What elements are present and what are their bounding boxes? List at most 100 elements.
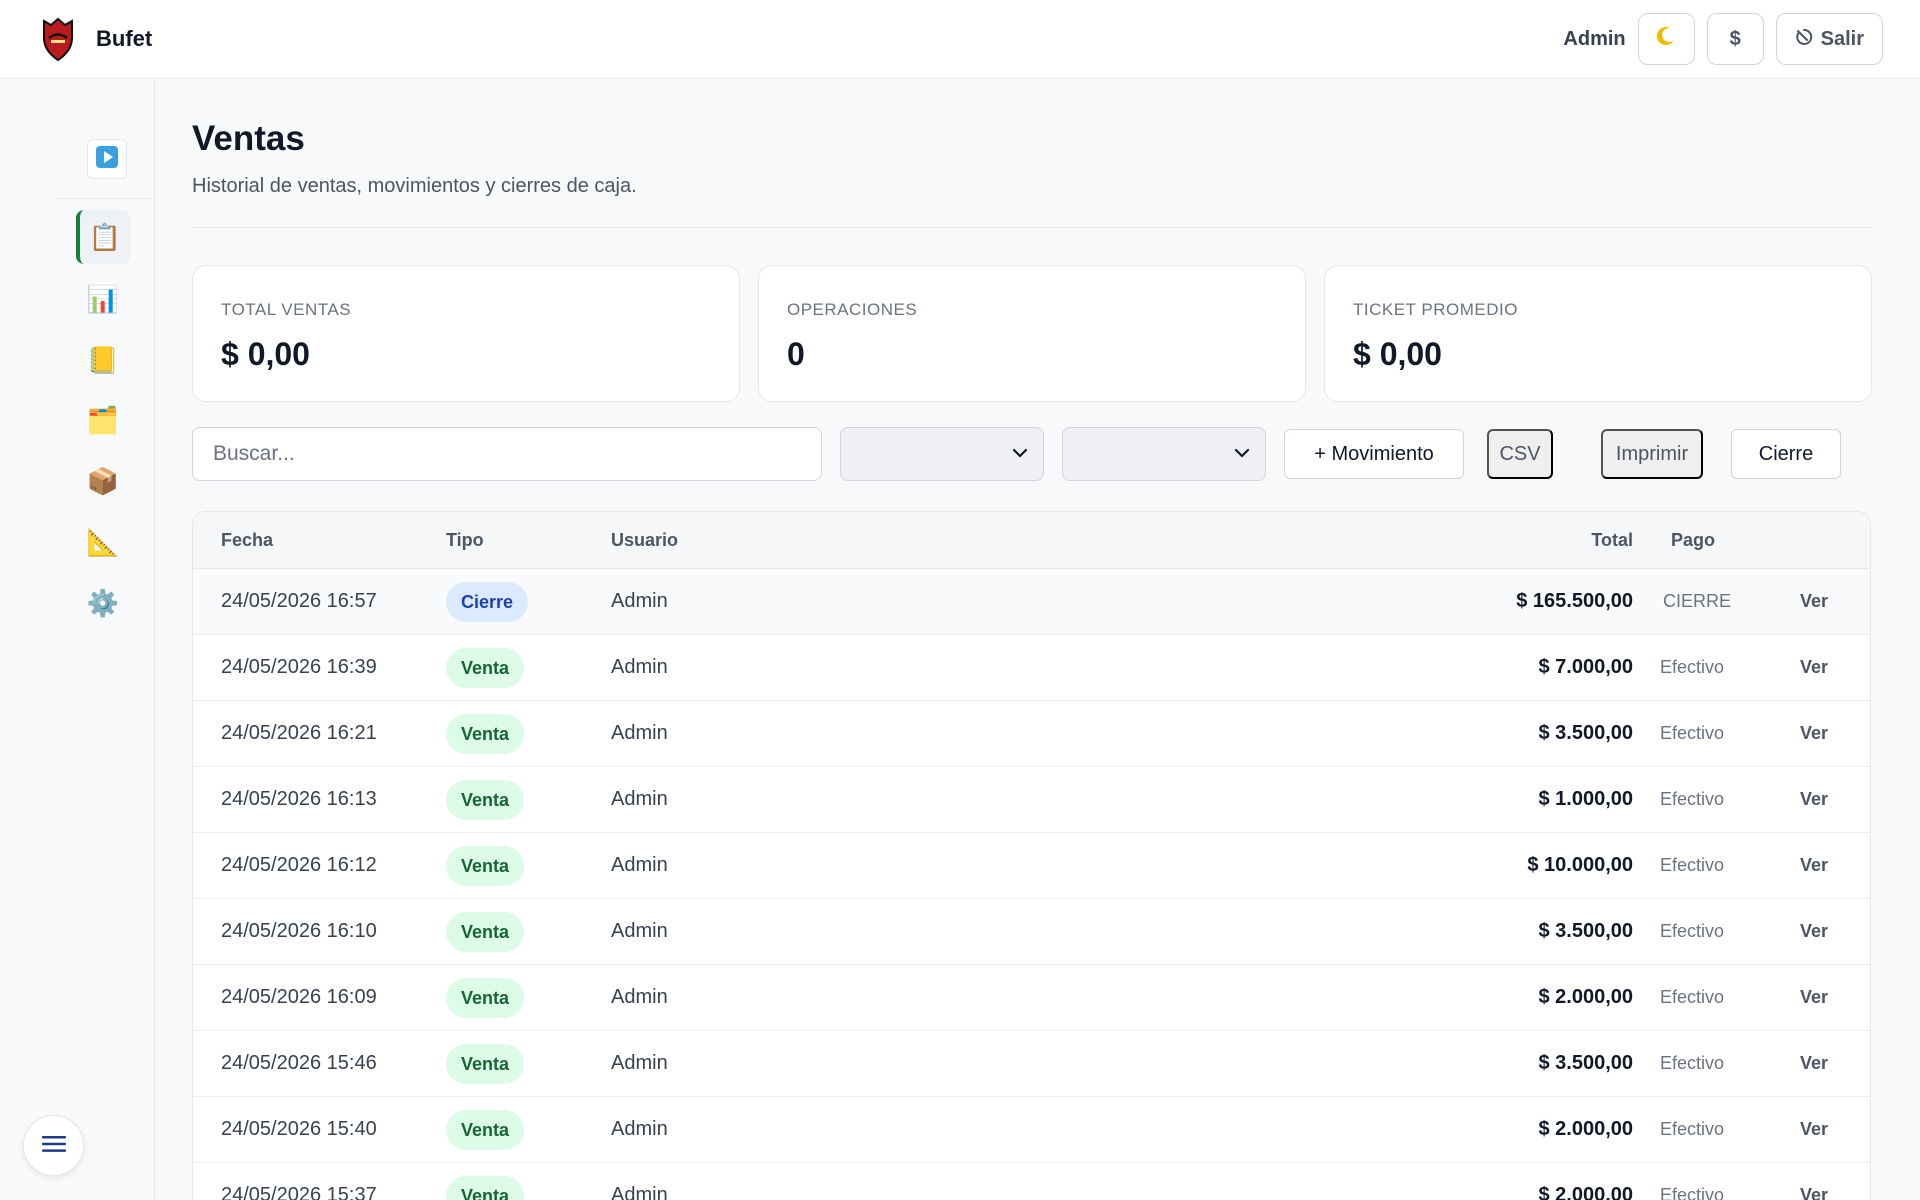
clipboard-icon: 📋 [88, 221, 122, 252]
top-bar: Bufet Admin $ Salir [0, 0, 1920, 79]
ver-link[interactable]: Ver [1800, 1053, 1829, 1073]
status-badge: Cierre [446, 582, 529, 622]
stat-label: TOTAL VENTAS [221, 300, 352, 319]
cell-usuario: Admin [611, 788, 668, 810]
ver-link[interactable]: Ver [1800, 921, 1829, 941]
cell-fecha: 24/05/2026 16:09 [221, 986, 377, 1008]
sidebar-item-ventas[interactable]: 📋 [76, 210, 130, 264]
cell-usuario: Admin [611, 986, 668, 1008]
table-row[interactable]: 24/05/2026 16:21 Venta Admin $ 3.500,00 Efec… [193, 701, 1870, 767]
currency-button[interactable]: $ [1706, 13, 1764, 65]
club-shield-logo-icon [38, 15, 78, 63]
cell-pago: Efectivo [1660, 723, 1725, 743]
cell-usuario: Admin [611, 1052, 668, 1074]
cell-pago: Efectivo [1660, 1119, 1725, 1139]
add-movimiento-button[interactable]: + Movimiento [1284, 429, 1464, 479]
table-row[interactable]: 24/05/2026 16:39 Venta Admin $ 7.000,00 Efec… [193, 635, 1870, 701]
status-badge: Venta [446, 1110, 525, 1150]
cell-total: $ 7.000,00 [1538, 656, 1633, 678]
cell-pago: Efectivo [1660, 921, 1725, 941]
table-row[interactable]: 24/05/2026 15:46 Venta Admin $ 3.500,00 Efec… [193, 1031, 1870, 1097]
status-badge: Venta [446, 780, 525, 820]
page-title: Ventas [192, 119, 305, 158]
cell-usuario: Admin [611, 590, 668, 612]
play-icon [95, 145, 119, 174]
cell-pago: Efectivo [1660, 1053, 1725, 1073]
cell-total: $ 1.000,00 [1538, 788, 1633, 810]
ver-link[interactable]: Ver [1800, 657, 1829, 677]
ver-link[interactable]: Ver [1800, 723, 1829, 743]
table-row[interactable]: 24/05/2026 15:37 Venta Admin $ 2.000,00 Efec… [193, 1163, 1870, 1200]
sidebar-item-libro[interactable]: 📒 [76, 333, 130, 387]
stat-label: OPERACIONES [787, 300, 918, 319]
cell-total: $ 2.000,00 [1538, 986, 1633, 1008]
sidebar-item-medidas[interactable]: 📐 [76, 515, 130, 569]
table-row[interactable]: 24/05/2026 16:57 Cierre Admin $ 165.500,00 C… [193, 569, 1870, 635]
ver-link[interactable]: Ver [1800, 789, 1829, 809]
payment-filter-select[interactable] [1062, 427, 1266, 481]
cell-pago: CIERRE [1663, 591, 1732, 611]
cell-total: $ 10.000,00 [1527, 854, 1633, 876]
print-button[interactable]: Imprimir [1601, 429, 1703, 479]
cell-total: $ 2.000,00 [1538, 1184, 1633, 1200]
cell-usuario: Admin [611, 854, 668, 876]
column-header-total[interactable]: Total [1591, 530, 1633, 550]
cell-fecha: 24/05/2026 15:46 [221, 1052, 377, 1074]
column-header-tipo[interactable]: Tipo [446, 530, 484, 550]
cell-usuario: Admin [611, 920, 668, 942]
logout-button[interactable]: Salir [1775, 13, 1883, 65]
type-filter-select[interactable] [840, 427, 1044, 481]
column-header-fecha[interactable]: Fecha [221, 530, 274, 550]
search-input[interactable] [192, 427, 822, 481]
sidebar-item-ajustes[interactable]: ⚙️ [76, 576, 130, 630]
status-badge: Venta [446, 714, 525, 754]
cell-usuario: Admin [611, 722, 668, 744]
stat-card-total-ventas: TOTAL VENTAS $ 0,00 [192, 265, 740, 402]
brand-name: Bufet [96, 26, 153, 51]
bar-chart-icon: 📊 [86, 283, 120, 314]
ver-link[interactable]: Ver [1800, 591, 1829, 611]
page-subtitle: Historial de ventas, movimientos y cierr… [192, 175, 637, 197]
table-row[interactable]: 24/05/2026 16:13 Venta Admin $ 1.000,00 Efec… [193, 767, 1870, 833]
cell-usuario: Admin [611, 656, 668, 678]
ver-link[interactable]: Ver [1800, 1185, 1829, 1200]
status-badge: Venta [446, 648, 525, 688]
stat-card-ticket-promedio: TICKET PROMEDIO $ 0,00 [1324, 265, 1872, 402]
folder-icon: 🗂️ [86, 404, 120, 435]
table-row[interactable]: 24/05/2026 16:10 Venta Admin $ 3.500,00 Efec… [193, 899, 1870, 965]
status-badge: Venta [446, 1044, 525, 1084]
table-body: 24/05/2026 16:57 Cierre Admin $ 165.500,00 C… [193, 569, 1870, 1200]
column-header-pago[interactable]: Pago [1671, 530, 1716, 550]
cell-usuario: Admin [611, 1184, 668, 1200]
sidebar-item-productos[interactable]: 📦 [76, 454, 130, 508]
status-badge: Venta [446, 912, 525, 952]
cell-total: $ 2.000,00 [1538, 1118, 1633, 1140]
hamburger-icon [41, 1135, 66, 1156]
stat-value: $ 0,00 [1353, 336, 1442, 372]
cell-fecha: 24/05/2026 15:40 [221, 1118, 377, 1140]
cierre-button[interactable]: Cierre [1731, 429, 1841, 479]
ver-link[interactable]: Ver [1800, 987, 1829, 1007]
table-row[interactable]: 24/05/2026 15:40 Venta Admin $ 2.000,00 Efec… [193, 1097, 1870, 1163]
stat-card-operaciones: OPERACIONES 0 [758, 265, 1306, 402]
ver-link[interactable]: Ver [1800, 1119, 1829, 1139]
sidebar-item-categorias[interactable]: 🗂️ [76, 393, 130, 447]
cell-pago: Efectivo [1660, 855, 1725, 875]
notebook-icon: 📒 [86, 344, 120, 375]
brand[interactable]: Bufet [38, 15, 152, 63]
csv-button[interactable]: CSV [1487, 429, 1553, 479]
ver-link[interactable]: Ver [1800, 855, 1829, 875]
sales-table: Fecha Tipo Usuario Total Pago 24/05/2026… [192, 511, 1871, 1200]
sidebar-play-button[interactable] [87, 139, 127, 179]
cell-fecha: 24/05/2026 16:13 [221, 788, 377, 810]
sidebar: 📋 📊 📒 🗂️ 📦 📐 ⚙️ [0, 79, 155, 1200]
menu-button[interactable] [23, 1115, 84, 1176]
table-row[interactable]: 24/05/2026 16:09 Venta Admin $ 2.000,00 Efec… [193, 965, 1870, 1031]
user-name: Admin [1563, 27, 1626, 50]
theme-toggle-button[interactable] [1637, 13, 1695, 65]
table-row[interactable]: 24/05/2026 16:12 Venta Admin $ 10.000,00 Efe… [193, 833, 1870, 899]
sidebar-item-reportes[interactable]: 📊 [76, 272, 130, 326]
cell-fecha: 24/05/2026 16:39 [221, 656, 377, 678]
column-header-usuario[interactable]: Usuario [611, 530, 679, 550]
status-badge: Venta [446, 1176, 525, 1200]
